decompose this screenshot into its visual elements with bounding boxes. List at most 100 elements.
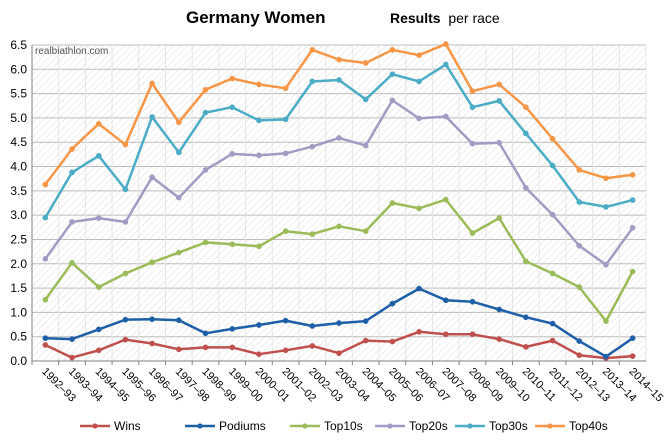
data-point xyxy=(442,113,449,120)
data-point xyxy=(202,344,209,351)
legend-marker xyxy=(387,423,393,429)
data-point xyxy=(549,211,556,218)
data-point xyxy=(496,336,503,342)
data-point xyxy=(282,347,289,354)
data-point xyxy=(229,326,236,332)
data-point xyxy=(469,298,476,305)
data-point xyxy=(229,241,236,248)
legend-marker xyxy=(92,423,98,429)
series-podiums xyxy=(42,285,636,360)
data-point xyxy=(309,143,316,150)
data-point xyxy=(149,174,155,181)
series-top40s xyxy=(42,41,636,188)
legend-item: Top20s xyxy=(375,419,448,433)
data-point xyxy=(362,228,369,235)
y-tick-label: 6.5 xyxy=(10,38,27,52)
data-point xyxy=(603,204,609,210)
data-point xyxy=(496,306,503,313)
data-point xyxy=(336,77,342,83)
data-point xyxy=(389,300,396,307)
data-point xyxy=(389,338,396,345)
y-tick-label: 4.5 xyxy=(10,135,27,149)
data-point xyxy=(389,71,396,78)
data-point xyxy=(469,140,476,147)
data-point xyxy=(122,186,129,193)
data-point xyxy=(523,258,529,265)
data-point xyxy=(416,285,422,292)
series-top30s xyxy=(42,61,636,221)
data-point xyxy=(496,81,503,88)
data-point xyxy=(576,167,583,173)
y-tick-label: 5.5 xyxy=(10,87,27,101)
data-point xyxy=(122,316,129,323)
y-tick-label: 2.0 xyxy=(10,257,27,271)
data-point xyxy=(69,259,75,266)
y-tick-label: 2.5 xyxy=(10,232,27,246)
legend-item: Top30s xyxy=(455,419,528,433)
data-point xyxy=(629,353,636,359)
data-point xyxy=(469,230,476,236)
data-point xyxy=(336,135,342,141)
data-point xyxy=(603,261,609,268)
legend-item: Top10s xyxy=(290,419,363,433)
data-point xyxy=(175,149,182,156)
data-point xyxy=(309,231,316,237)
data-point xyxy=(416,115,422,122)
legend-marker xyxy=(197,423,203,429)
data-point xyxy=(523,185,529,191)
data-point xyxy=(309,323,316,329)
data-point xyxy=(469,104,476,111)
data-point xyxy=(282,228,289,235)
legend-label: Top30s xyxy=(489,419,528,433)
data-point xyxy=(496,215,503,221)
data-point xyxy=(469,331,476,338)
data-point xyxy=(629,171,636,178)
data-point xyxy=(256,351,262,358)
data-point xyxy=(576,284,583,290)
data-point xyxy=(442,196,449,203)
data-point xyxy=(202,239,209,246)
legend-marker xyxy=(467,423,473,429)
data-point xyxy=(442,61,449,68)
y-tick-label: 5.0 xyxy=(10,111,27,125)
y-tick-label: 1.0 xyxy=(10,305,27,319)
data-point xyxy=(95,284,102,290)
y-tick-label: 4.0 xyxy=(10,160,27,174)
data-point xyxy=(122,336,129,343)
legend-label: Podiums xyxy=(219,419,266,433)
series-top10s xyxy=(42,196,636,324)
data-point xyxy=(362,96,369,103)
y-tick-label: 3.0 xyxy=(10,208,27,222)
legend-label: Top40s xyxy=(569,419,608,433)
data-point xyxy=(256,152,262,159)
data-point xyxy=(336,223,342,230)
data-point xyxy=(69,169,75,176)
data-point xyxy=(175,346,182,353)
y-tick-label: 1.5 xyxy=(10,281,27,295)
data-point xyxy=(282,150,289,157)
legend-item: Podiums xyxy=(185,419,266,433)
y-tick-label: 0.0 xyxy=(10,354,27,368)
data-point xyxy=(603,353,609,360)
data-point xyxy=(576,199,583,205)
data-point xyxy=(416,328,422,335)
subtitle-rest: per race xyxy=(448,10,500,26)
data-point xyxy=(202,86,209,93)
y-tick-label: 3.5 xyxy=(10,184,27,198)
data-point xyxy=(256,243,262,250)
data-point xyxy=(523,130,529,137)
data-point xyxy=(549,270,556,277)
data-point xyxy=(282,116,289,123)
subtitle-bold: Results xyxy=(390,10,441,26)
data-point xyxy=(122,270,129,277)
series-top20s xyxy=(42,97,636,268)
data-point xyxy=(229,151,236,157)
data-point xyxy=(442,41,449,47)
data-point xyxy=(629,224,636,231)
data-point xyxy=(629,335,636,342)
legend-item: Wins xyxy=(80,419,141,433)
plot-area xyxy=(32,45,646,361)
data-point xyxy=(256,322,262,328)
data-point xyxy=(95,347,102,354)
